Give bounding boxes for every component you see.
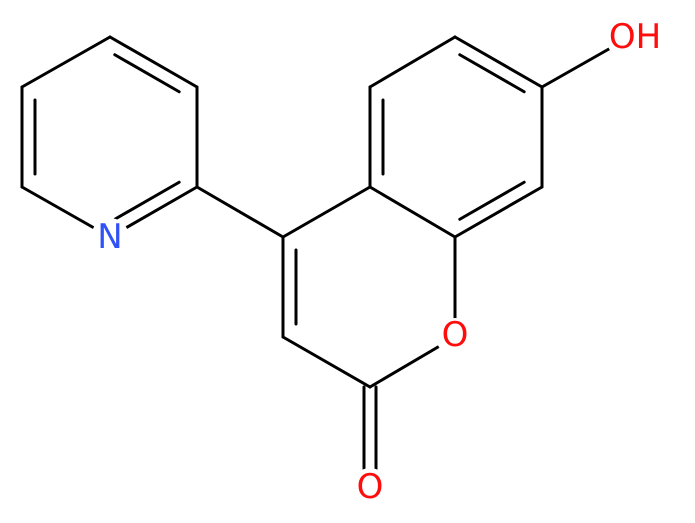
atom-label: OH bbox=[609, 17, 661, 57]
label-mask bbox=[606, 13, 654, 61]
label-mask bbox=[351, 468, 389, 506]
bond bbox=[113, 180, 181, 221]
atom-label: O bbox=[357, 467, 384, 507]
bond bbox=[458, 180, 526, 221]
bond bbox=[368, 35, 457, 89]
labels: OH N O O bbox=[91, 13, 661, 507]
bond bbox=[458, 53, 526, 94]
bond bbox=[368, 185, 457, 239]
bond bbox=[195, 185, 285, 239]
bond bbox=[20, 35, 112, 89]
label-mask bbox=[436, 318, 474, 356]
bond bbox=[453, 185, 544, 239]
bond bbox=[281, 185, 372, 239]
bonds bbox=[20, 35, 632, 472]
atom-label: N bbox=[97, 217, 122, 257]
bond bbox=[113, 53, 181, 94]
atom-label: O bbox=[442, 315, 469, 355]
label-mask bbox=[91, 218, 129, 256]
bond bbox=[281, 335, 372, 389]
bond bbox=[108, 35, 199, 89]
bond bbox=[453, 35, 544, 89]
